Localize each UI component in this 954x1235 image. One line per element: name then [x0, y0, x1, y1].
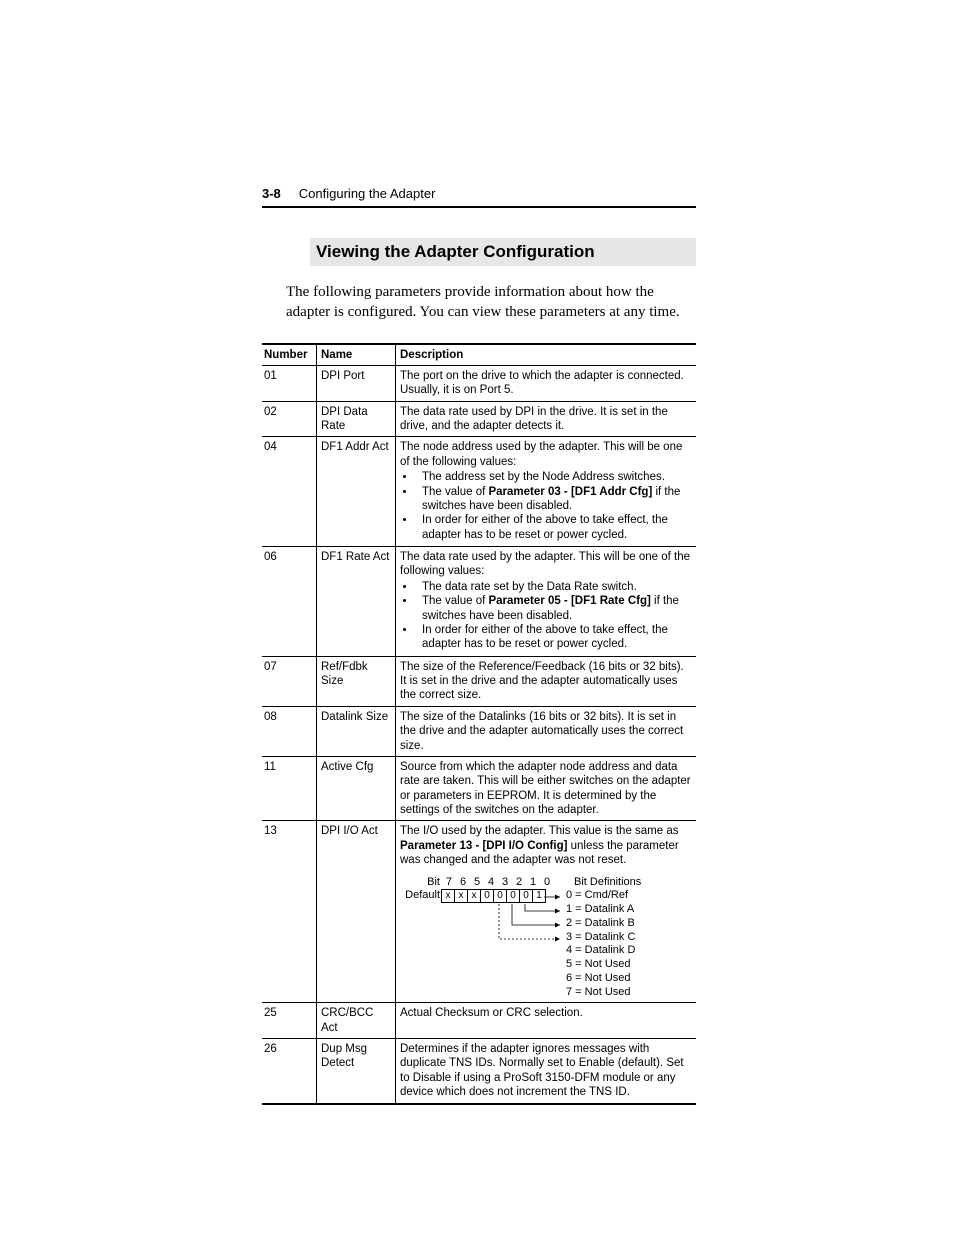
cell-description: Source from which the adapter node addre… [396, 756, 697, 821]
intro-paragraph: The following parameters provide informa… [286, 282, 696, 323]
page-number: 3-8 [262, 186, 281, 201]
table-row: 26Dup Msg DetectDetermines if the adapte… [262, 1039, 696, 1104]
section-title: Viewing the Adapter Configuration [310, 238, 696, 266]
table-row: 25CRC/BCC ActActual Checksum or CRC sele… [262, 1003, 696, 1039]
cell-number: 13 [262, 821, 317, 1003]
cell-number: 02 [262, 401, 317, 437]
cell-name: DPI Port [317, 365, 396, 401]
cell-description: The node address used by the adapter. Th… [396, 437, 697, 547]
cell-number: 07 [262, 656, 317, 706]
cell-number: 01 [262, 365, 317, 401]
cell-name: DPI I/O Act [317, 821, 396, 1003]
cell-name: DF1 Addr Act [317, 437, 396, 547]
table-row: 06DF1 Rate ActThe data rate used by the … [262, 547, 696, 657]
cell-name: CRC/BCC Act [317, 1003, 396, 1039]
parameters-table: Number Name Description 01DPI PortThe po… [262, 343, 696, 1105]
col-header-name: Name [317, 344, 396, 366]
cell-description: Actual Checksum or CRC selection. [396, 1003, 697, 1039]
cell-number: 04 [262, 437, 317, 547]
cell-name: Ref/Fdbk Size [317, 656, 396, 706]
cell-number: 25 [262, 1003, 317, 1039]
page-header: 3-8 Configuring the Adapter [262, 185, 696, 208]
col-header-number: Number [262, 344, 317, 366]
header-text: 3-8 Configuring the Adapter [262, 186, 435, 201]
table-row: 04DF1 Addr ActThe node address used by t… [262, 437, 696, 547]
cell-name: Datalink Size [317, 706, 396, 756]
table-header-row: Number Name Description [262, 344, 696, 366]
table-row: 08Datalink SizeThe size of the Datalinks… [262, 706, 696, 756]
chapter-title: Configuring the Adapter [299, 186, 436, 201]
cell-description: The data rate used by the adapter. This … [396, 547, 697, 657]
page: 3-8 Configuring the Adapter Viewing the A… [0, 0, 954, 1235]
bit-definitions-block: Bit76543210Bit DefinitionsDefaultxxx0000… [400, 876, 692, 1000]
table-row: 11Active CfgSource from which the adapte… [262, 756, 696, 821]
table-row: 01DPI PortThe port on the drive to which… [262, 365, 696, 401]
cell-name: DF1 Rate Act [317, 547, 396, 657]
cell-description: Determines if the adapter ignores messag… [396, 1039, 697, 1104]
cell-description: The port on the drive to which the adapt… [396, 365, 697, 401]
cell-description: The data rate used by DPI in the drive. … [396, 401, 697, 437]
cell-number: 26 [262, 1039, 317, 1104]
cell-number: 06 [262, 547, 317, 657]
cell-name: DPI Data Rate [317, 401, 396, 437]
cell-name: Dup Msg Detect [317, 1039, 396, 1104]
table-row: 02DPI Data RateThe data rate used by DPI… [262, 401, 696, 437]
col-header-desc: Description [396, 344, 697, 366]
cell-description: The I/O used by the adapter. This value … [396, 821, 697, 1003]
cell-name: Active Cfg [317, 756, 396, 821]
table-row: 07Ref/Fdbk SizeThe size of the Reference… [262, 656, 696, 706]
table-row: 13DPI I/O ActThe I/O used by the adapter… [262, 821, 696, 1003]
cell-number: 11 [262, 756, 317, 821]
cell-description: The size of the Datalinks (16 bits or 32… [396, 706, 697, 756]
cell-description: The size of the Reference/Feedback (16 b… [396, 656, 697, 706]
cell-number: 08 [262, 706, 317, 756]
